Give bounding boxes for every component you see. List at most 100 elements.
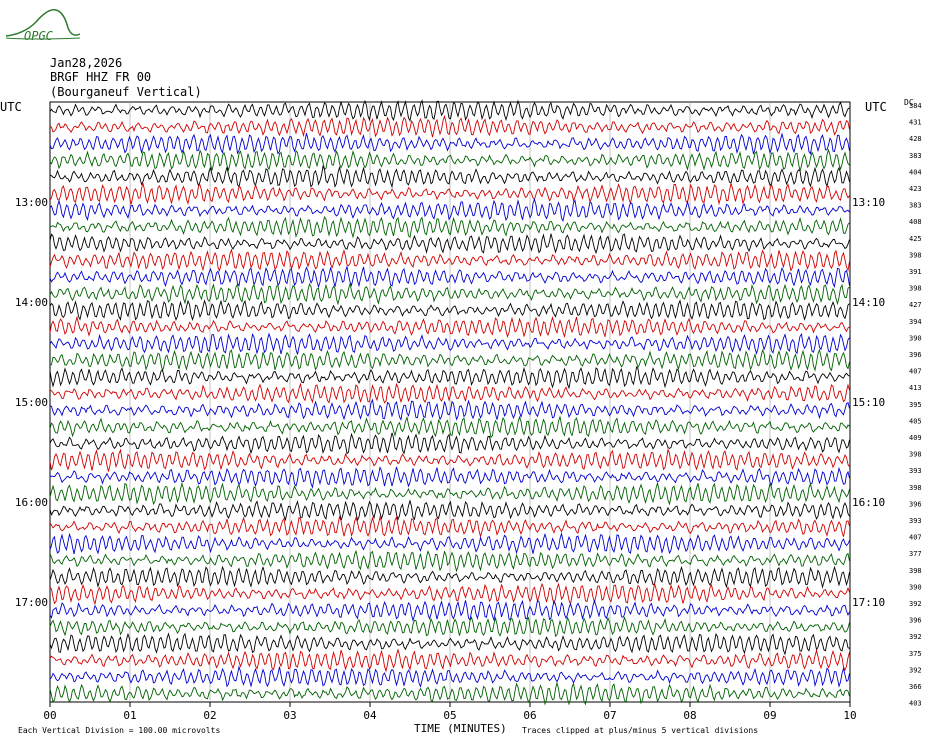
right-utc-label: UTC bbox=[865, 100, 887, 114]
x-axis-label: TIME (MINUTES) bbox=[414, 722, 507, 735]
seismic-trace bbox=[49, 582, 850, 606]
x-tick-label: 04 bbox=[363, 709, 377, 722]
dc-offset-label: 413 bbox=[909, 384, 922, 392]
dc-offset-label: 393 bbox=[909, 517, 922, 525]
seismic-trace bbox=[49, 599, 850, 622]
dc-offset-label: 392 bbox=[909, 600, 922, 608]
seismic-trace bbox=[49, 216, 850, 239]
seismic-trace bbox=[49, 233, 850, 255]
clip-note: Traces clipped at plus/minus 5 vertical … bbox=[522, 726, 759, 735]
dc-offset-label: 392 bbox=[909, 633, 922, 641]
left-time-label: 17:00 bbox=[15, 596, 48, 609]
dc-offset-label: 390 bbox=[909, 334, 922, 342]
logo-text: OPGC bbox=[24, 29, 54, 43]
dc-offset-label: 391 bbox=[909, 268, 922, 276]
right-time-label: 15:10 bbox=[852, 396, 885, 409]
dc-offset-label: 377 bbox=[909, 550, 922, 558]
left-utc-label: UTC bbox=[0, 100, 22, 114]
dc-offset-label: 383 bbox=[909, 202, 922, 210]
seismic-trace bbox=[49, 114, 850, 138]
plot-date: Jan28,2026 bbox=[50, 56, 123, 70]
dc-offset-label: 398 bbox=[909, 484, 922, 492]
dc-offset-label: 427 bbox=[909, 301, 922, 309]
x-tick-label: 08 bbox=[683, 709, 696, 722]
seismic-trace bbox=[49, 332, 850, 355]
dc-offset-label: 366 bbox=[909, 683, 922, 691]
seismic-trace bbox=[49, 382, 850, 404]
seismic-trace bbox=[49, 515, 850, 538]
dc-offset-label: 428 bbox=[909, 135, 922, 143]
dc-offset-label: 431 bbox=[909, 119, 922, 127]
opgc-logo: OPGC bbox=[5, 9, 81, 43]
seismic-trace bbox=[49, 248, 850, 272]
seismic-trace bbox=[49, 432, 850, 455]
dc-offset-label: 396 bbox=[909, 351, 922, 359]
seismic-trace bbox=[49, 348, 850, 373]
dc-offset-label: 383 bbox=[909, 152, 922, 160]
dc-offset-label: 408 bbox=[909, 218, 922, 226]
seismic-trace bbox=[49, 481, 850, 506]
dc-offset-label: 394 bbox=[909, 318, 922, 326]
x-tick-label: 01 bbox=[123, 709, 136, 722]
dc-offset-label: 404 bbox=[909, 168, 922, 176]
dc-offset-label: 393 bbox=[909, 467, 922, 475]
x-tick-label: 03 bbox=[283, 709, 296, 722]
seismic-trace bbox=[49, 531, 850, 555]
seismic-trace bbox=[49, 315, 850, 339]
left-time-label: 16:00 bbox=[15, 496, 48, 509]
dc-header: DC bbox=[904, 98, 914, 107]
left-time-label: 13:00 bbox=[15, 196, 48, 209]
x-tick-label: 07 bbox=[603, 709, 616, 722]
right-time-label: 17:10 bbox=[852, 596, 885, 609]
scale-note: Each Vertical Division = 100.00 microvol… bbox=[18, 726, 221, 735]
station-code: BRGF HHZ FR 00 bbox=[50, 70, 152, 84]
seismic-trace bbox=[49, 132, 850, 155]
seismic-trace bbox=[49, 616, 850, 638]
left-time-label: 14:00 bbox=[15, 296, 48, 309]
dc-offset-label: 375 bbox=[909, 650, 922, 658]
seismic-trace bbox=[49, 665, 850, 688]
dc-offset-label: 396 bbox=[909, 500, 922, 508]
seismic-trace bbox=[49, 415, 850, 439]
seismic-trace bbox=[49, 182, 850, 206]
right-time-label: 16:10 bbox=[852, 496, 885, 509]
seismic-trace bbox=[49, 99, 850, 123]
dc-offset-label: 392 bbox=[909, 666, 922, 674]
x-tick-label: 09 bbox=[763, 709, 776, 722]
x-tick-label: 06 bbox=[523, 709, 536, 722]
x-tick-label: 00 bbox=[43, 709, 56, 722]
seismic-trace bbox=[49, 681, 850, 706]
seismic-trace bbox=[49, 466, 850, 489]
left-time-label: 15:00 bbox=[15, 396, 48, 409]
seismic-trace bbox=[49, 148, 850, 172]
seismic-trace bbox=[49, 398, 850, 421]
dc-offset-label: 398 bbox=[909, 451, 922, 459]
seismic-trace bbox=[49, 164, 850, 189]
dc-offset-label: 398 bbox=[909, 251, 922, 259]
right-time-label: 14:10 bbox=[852, 296, 885, 309]
dc-offset-label: 407 bbox=[909, 534, 922, 542]
seismic-trace bbox=[49, 197, 850, 222]
dc-offset-label: 390 bbox=[909, 583, 922, 591]
right-time-label: 13:10 bbox=[852, 196, 885, 209]
dc-offset-label: 403 bbox=[909, 700, 922, 708]
seismic-trace bbox=[49, 366, 850, 390]
seismic-trace bbox=[49, 265, 850, 289]
seismic-trace bbox=[49, 549, 850, 573]
dc-offset-label: 398 bbox=[909, 285, 922, 293]
dc-offset-label: 425 bbox=[909, 235, 922, 243]
x-tick-label: 05 bbox=[443, 709, 456, 722]
dc-offset-label: 407 bbox=[909, 368, 922, 376]
dc-offset-label: 396 bbox=[909, 617, 922, 625]
dc-offset-label: 384 bbox=[909, 102, 922, 110]
dc-offset-label: 398 bbox=[909, 567, 922, 575]
station-location: (Bourganeuf Vertical) bbox=[50, 85, 202, 99]
dc-offset-label: 395 bbox=[909, 401, 922, 409]
dc-offset-label: 405 bbox=[909, 417, 922, 425]
seismic-trace bbox=[49, 447, 850, 472]
x-tick-label: 02 bbox=[203, 709, 216, 722]
dc-offset-label: 409 bbox=[909, 434, 922, 442]
seismic-trace bbox=[49, 282, 850, 306]
seismic-trace bbox=[49, 499, 850, 522]
